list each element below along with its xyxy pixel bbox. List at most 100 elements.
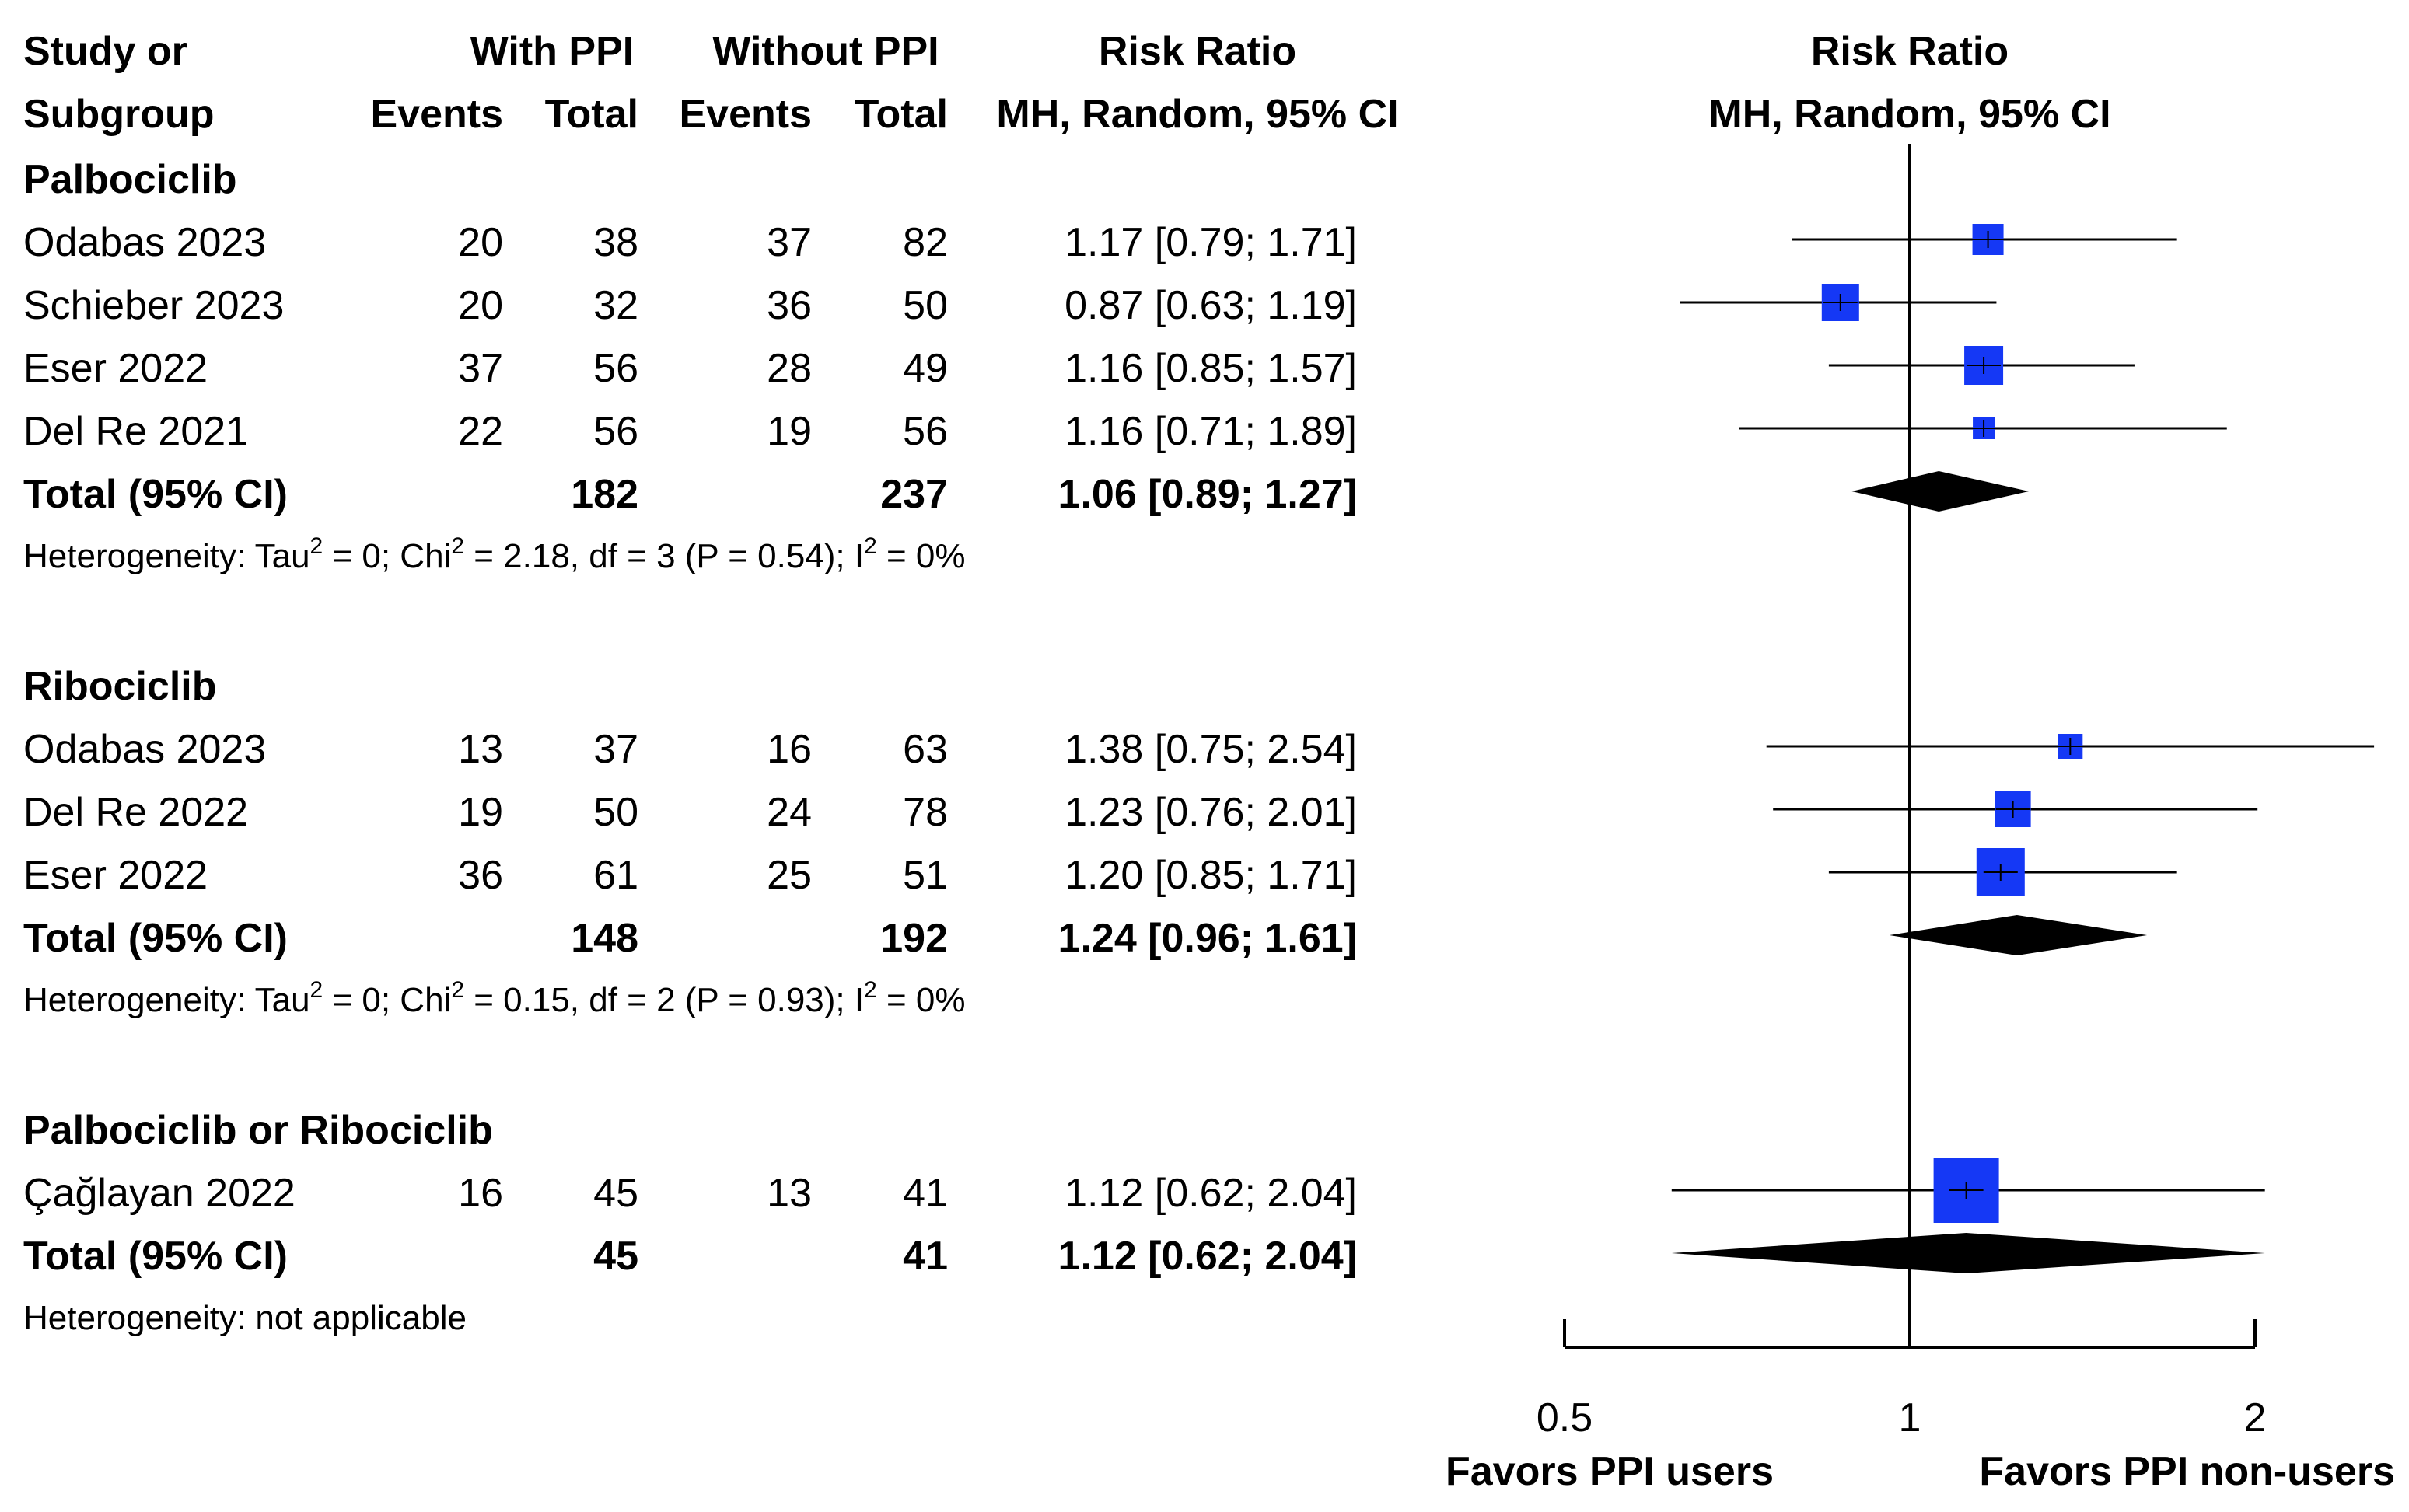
events-with-ppi: 22 — [458, 409, 503, 454]
subgroup-title: Ribociclib — [23, 664, 216, 709]
total-without-ppi: 78 — [903, 790, 948, 835]
plot-title: Risk Ratio — [1811, 29, 2009, 74]
events-without-ppi: 16 — [767, 727, 812, 772]
events-without-ppi: 36 — [767, 283, 812, 328]
header-rr-title: Risk Ratio — [1099, 29, 1296, 74]
heterogeneity-part: = 2.18, df = 3 (P = 0.54); I — [464, 537, 864, 575]
x-tick-label: 0.5 — [1537, 1395, 1593, 1440]
i-exponent: 2 — [864, 533, 877, 559]
tau-exponent: 2 — [310, 977, 323, 1003]
summary-diamond — [1671, 1233, 2265, 1273]
risk-ratio-ci: 1.38 [0.75; 2.54] — [1065, 727, 1357, 772]
total-without-ppi: 56 — [903, 409, 948, 454]
total-n-without-ppi: 41 — [903, 1234, 948, 1279]
events-with-ppi: 16 — [458, 1171, 503, 1216]
total-with-ppi: 32 — [593, 283, 638, 328]
total-with-ppi: 56 — [593, 409, 638, 454]
heterogeneity-label: Heterogeneity: not applicable — [23, 1299, 467, 1337]
heterogeneity-suffix: = 0% — [877, 537, 966, 575]
header-rr-method: MH, Random, 95% CI — [996, 92, 1398, 137]
events-with-ppi: 37 — [458, 346, 503, 391]
events-without-ppi: 25 — [767, 853, 812, 898]
chi-exponent: 2 — [451, 977, 464, 1003]
total-without-ppi: 63 — [903, 727, 948, 772]
header-events-without: Events — [679, 92, 812, 137]
events-without-ppi: 28 — [767, 346, 812, 391]
events-without-ppi: 19 — [767, 409, 812, 454]
total-label: Total (95% CI) — [23, 472, 288, 517]
total-without-ppi: 50 — [903, 283, 948, 328]
events-without-ppi: 24 — [767, 790, 812, 835]
total-n-without-ppi: 192 — [880, 916, 948, 961]
study-name: Odabas 2023 — [23, 727, 266, 772]
risk-ratio-ci: 1.16 [0.85; 1.57] — [1065, 346, 1357, 391]
heterogeneity-text: Heterogeneity: not applicable — [23, 1299, 467, 1337]
risk-ratio-ci: 1.20 [0.85; 1.71] — [1065, 853, 1357, 898]
events-with-ppi: 19 — [458, 790, 503, 835]
header-without-ppi: Without PPI — [712, 29, 939, 74]
heterogeneity-text: Heterogeneity: Tau2 = 0; Chi2 = 2.18, df… — [23, 533, 966, 575]
plot-method: MH, Random, 95% CI — [1708, 92, 2110, 137]
total-with-ppi: 37 — [593, 727, 638, 772]
tau-exponent: 2 — [310, 533, 323, 559]
heterogeneity-prefix: Heterogeneity: Tau — [23, 537, 310, 575]
risk-ratio-ci: 0.87 [0.63; 1.19] — [1065, 283, 1357, 328]
total-without-ppi: 82 — [903, 220, 948, 265]
total-label: Total (95% CI) — [23, 1234, 288, 1279]
header-total-with: Total — [545, 92, 638, 137]
events-without-ppi: 13 — [767, 1171, 812, 1216]
risk-ratio-ci: 1.12 [0.62; 2.04] — [1065, 1171, 1357, 1216]
subgroup-title: Palbociclib — [23, 157, 237, 202]
total-risk-ratio-ci: 1.06 [0.89; 1.27] — [1058, 472, 1357, 517]
study-name: Odabas 2023 — [23, 220, 266, 265]
events-with-ppi: 20 — [458, 283, 503, 328]
subgroup-title: Palbociclib or Ribociclib — [23, 1108, 493, 1153]
events-with-ppi: 36 — [458, 853, 503, 898]
total-risk-ratio-ci: 1.12 [0.62; 2.04] — [1058, 1234, 1357, 1279]
total-with-ppi: 56 — [593, 346, 638, 391]
total-with-ppi: 50 — [593, 790, 638, 835]
risk-ratio-ci: 1.23 [0.76; 2.01] — [1065, 790, 1357, 835]
header-total-without: Total — [855, 92, 948, 137]
risk-ratio-ci: 1.16 [0.71; 1.89] — [1065, 409, 1357, 454]
header-study-line2: Subgroup — [23, 92, 215, 137]
header-with-ppi: With PPI — [470, 29, 634, 74]
study-name: Çağlayan 2022 — [23, 1171, 295, 1216]
heterogeneity-part: = 0; Chi — [323, 981, 451, 1019]
total-n-without-ppi: 237 — [880, 472, 948, 517]
study-name: Schieber 2023 — [23, 283, 284, 328]
summary-diamond — [1851, 471, 2030, 512]
x-tick-label: 1 — [1899, 1395, 1921, 1440]
total-with-ppi: 61 — [593, 853, 638, 898]
i-exponent: 2 — [864, 977, 877, 1003]
summary-diamond — [1889, 915, 2148, 955]
chi-exponent: 2 — [451, 533, 464, 559]
events-without-ppi: 37 — [767, 220, 812, 265]
forest-graph: 0.5 1 2 Favors PPI users Favors PPI non-user… — [1446, 144, 2395, 1494]
header-study-line1: Study or — [23, 29, 187, 74]
total-without-ppi: 41 — [903, 1171, 948, 1216]
heterogeneity-suffix: = 0% — [877, 981, 966, 1019]
study-name: Del Re 2022 — [23, 790, 248, 835]
total-without-ppi: 49 — [903, 346, 948, 391]
heterogeneity-prefix: Heterogeneity: Tau — [23, 981, 310, 1019]
x-tick-label: 2 — [2244, 1395, 2267, 1440]
table-rows: Palbociclib Odabas 2023 20 38 37 82 1.17 [0.79… — [23, 157, 1357, 1337]
heterogeneity-text: Heterogeneity: Tau2 = 0; Chi2 = 0.15, df… — [23, 977, 966, 1019]
header-events-with: Events — [370, 92, 503, 137]
events-with-ppi: 13 — [458, 727, 503, 772]
total-n-with-ppi: 148 — [571, 916, 638, 961]
study-name: Del Re 2021 — [23, 409, 248, 454]
events-with-ppi: 20 — [458, 220, 503, 265]
study-name: Eser 2022 — [23, 853, 208, 898]
favors-right-label: Favors PPI non-users — [1979, 1449, 2395, 1494]
heterogeneity-part: = 0; Chi — [323, 537, 451, 575]
risk-ratio-ci: 1.17 [0.79; 1.71] — [1065, 220, 1357, 265]
total-label: Total (95% CI) — [23, 916, 288, 961]
study-name: Eser 2022 — [23, 346, 208, 391]
total-without-ppi: 51 — [903, 853, 948, 898]
total-with-ppi: 45 — [593, 1171, 638, 1216]
total-n-with-ppi: 45 — [593, 1234, 638, 1279]
heterogeneity-part: = 0.15, df = 2 (P = 0.93); I — [464, 981, 864, 1019]
